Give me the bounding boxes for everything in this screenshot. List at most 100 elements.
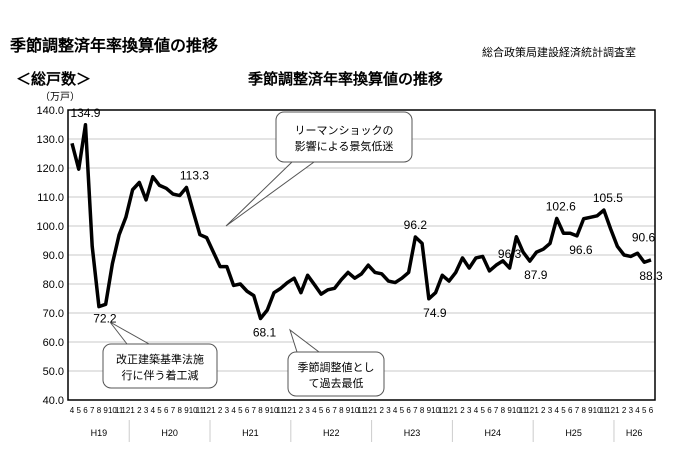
plot-frame	[67, 109, 656, 401]
x-tick-label: 6	[406, 406, 411, 415]
y-axis-title: ＜総戸数＞	[16, 70, 92, 88]
data-label: 96.2	[404, 218, 428, 232]
data-label: 74.9	[423, 306, 447, 320]
x-tick-label: 7	[252, 406, 257, 415]
page-title: 季節調整済年率換算値の推移	[10, 36, 219, 55]
data-label: 105.5	[593, 191, 623, 205]
data-label: 102.6	[546, 199, 576, 213]
x-tick-label: 3	[305, 406, 310, 415]
x-tick-label: 5	[480, 406, 485, 415]
x-tick-label: 12	[121, 406, 130, 415]
data-label: 96.6	[569, 243, 593, 257]
x-tick-label: 6	[83, 406, 88, 415]
x-tick-label: 4	[393, 406, 398, 415]
x-tick-label: 9	[265, 406, 270, 415]
callout-box	[102, 343, 218, 389]
x-tick-label: 2	[218, 406, 223, 415]
x-tick-label: 12	[525, 406, 534, 415]
x-tick-label: 9	[507, 406, 512, 415]
callout-text: 行に伴う着工減	[122, 368, 199, 382]
data-line	[70, 123, 652, 321]
x-tick-label: 11	[277, 406, 286, 415]
callout-pointer	[289, 328, 321, 353]
x-tick-label: 8	[420, 406, 425, 415]
x-tick-label: 6	[245, 406, 250, 415]
x-tick-label: 5	[157, 406, 162, 415]
x-tick-label: 12	[283, 406, 292, 415]
x-tick-label: 4	[312, 406, 317, 415]
x-tick-label: 2	[379, 406, 384, 415]
data-label: 68.1	[253, 326, 277, 340]
x-tick-label: 12	[606, 406, 615, 415]
x-tick-label: 1	[373, 406, 378, 415]
x-tick-label: 6	[164, 406, 169, 415]
x-tick-label: 6	[326, 406, 331, 415]
callout-box	[275, 111, 413, 163]
x-tick-label: 11	[196, 406, 205, 415]
x-tick-label: 11	[115, 406, 124, 415]
x-tick-label: 6	[487, 406, 492, 415]
x-tick-label: 4	[70, 406, 75, 415]
x-tick-label: 12	[202, 406, 211, 415]
x-tick-label: 3	[467, 406, 472, 415]
x-tick-label: 3	[386, 406, 391, 415]
x-tick-label: 7	[494, 406, 499, 415]
data-label: 113.3	[180, 168, 209, 182]
year-label: H19	[91, 428, 108, 438]
x-tick-label: 6	[649, 406, 654, 415]
y-tick-label: 90.0	[43, 250, 64, 262]
x-tick-label: 5	[77, 406, 82, 415]
y-tick-label: 80.0	[43, 279, 64, 291]
year-label: H26	[626, 428, 643, 438]
year-label: H25	[565, 428, 582, 438]
year-label: H20	[161, 428, 178, 438]
x-tick-label: 2	[460, 406, 465, 415]
x-tick-label: 9	[346, 406, 351, 415]
x-tick-label: 11	[438, 406, 447, 415]
x-tick-label: 11	[600, 406, 609, 415]
x-tick-label: 5	[400, 406, 405, 415]
callout-pointer	[225, 161, 316, 227]
x-tick-label: 1	[292, 406, 297, 415]
y-tick-label: 120.0	[36, 163, 64, 175]
callout-text: 季節調整値とし	[298, 360, 375, 374]
x-tick-label: 11	[357, 406, 366, 415]
x-tick-label: 3	[548, 406, 553, 415]
y-tick-label: 60.0	[43, 337, 64, 349]
y-tick-label: 140.0	[36, 105, 64, 117]
x-tick-label: 4	[555, 406, 560, 415]
data-label: 96.3	[498, 247, 522, 261]
data-label: 134.9	[70, 106, 100, 120]
x-tick-label: 8	[177, 406, 182, 415]
x-tick-label: 3	[629, 406, 634, 415]
x-tick-label: 7	[332, 406, 337, 415]
x-tick-label: 8	[258, 406, 263, 415]
x-tick-label: 2	[541, 406, 546, 415]
x-tick-label: 2	[622, 406, 627, 415]
data-label: 88.3	[639, 269, 663, 283]
x-tick-label: 10	[512, 406, 521, 415]
x-tick-label: 7	[575, 406, 580, 415]
x-tick-label: 1	[211, 406, 216, 415]
x-tick-label: 5	[561, 406, 566, 415]
x-tick-label: 10	[270, 406, 279, 415]
x-tick-label: 5	[642, 406, 647, 415]
x-tick-label: 10	[431, 406, 440, 415]
y-tick-label: 110.0	[37, 192, 64, 204]
x-tick-label: 12	[364, 406, 373, 415]
year-label: H23	[404, 428, 421, 438]
data-label: 87.9	[524, 268, 548, 282]
x-tick-label: 7	[413, 406, 418, 415]
y-tick-label: 50.0	[43, 366, 64, 378]
x-tick-label: 4	[151, 406, 156, 415]
x-tick-label: 8	[581, 406, 586, 415]
callout-text: 影響による景気低迷	[295, 139, 394, 153]
x-tick-label: 10	[108, 406, 117, 415]
x-tick-label: 12	[445, 406, 454, 415]
year-label: H24	[485, 428, 502, 438]
x-tick-label: 2	[137, 406, 142, 415]
year-label: H21	[242, 428, 259, 438]
x-tick-label: 10	[189, 406, 198, 415]
y-tick-label: 100.0	[36, 221, 64, 233]
